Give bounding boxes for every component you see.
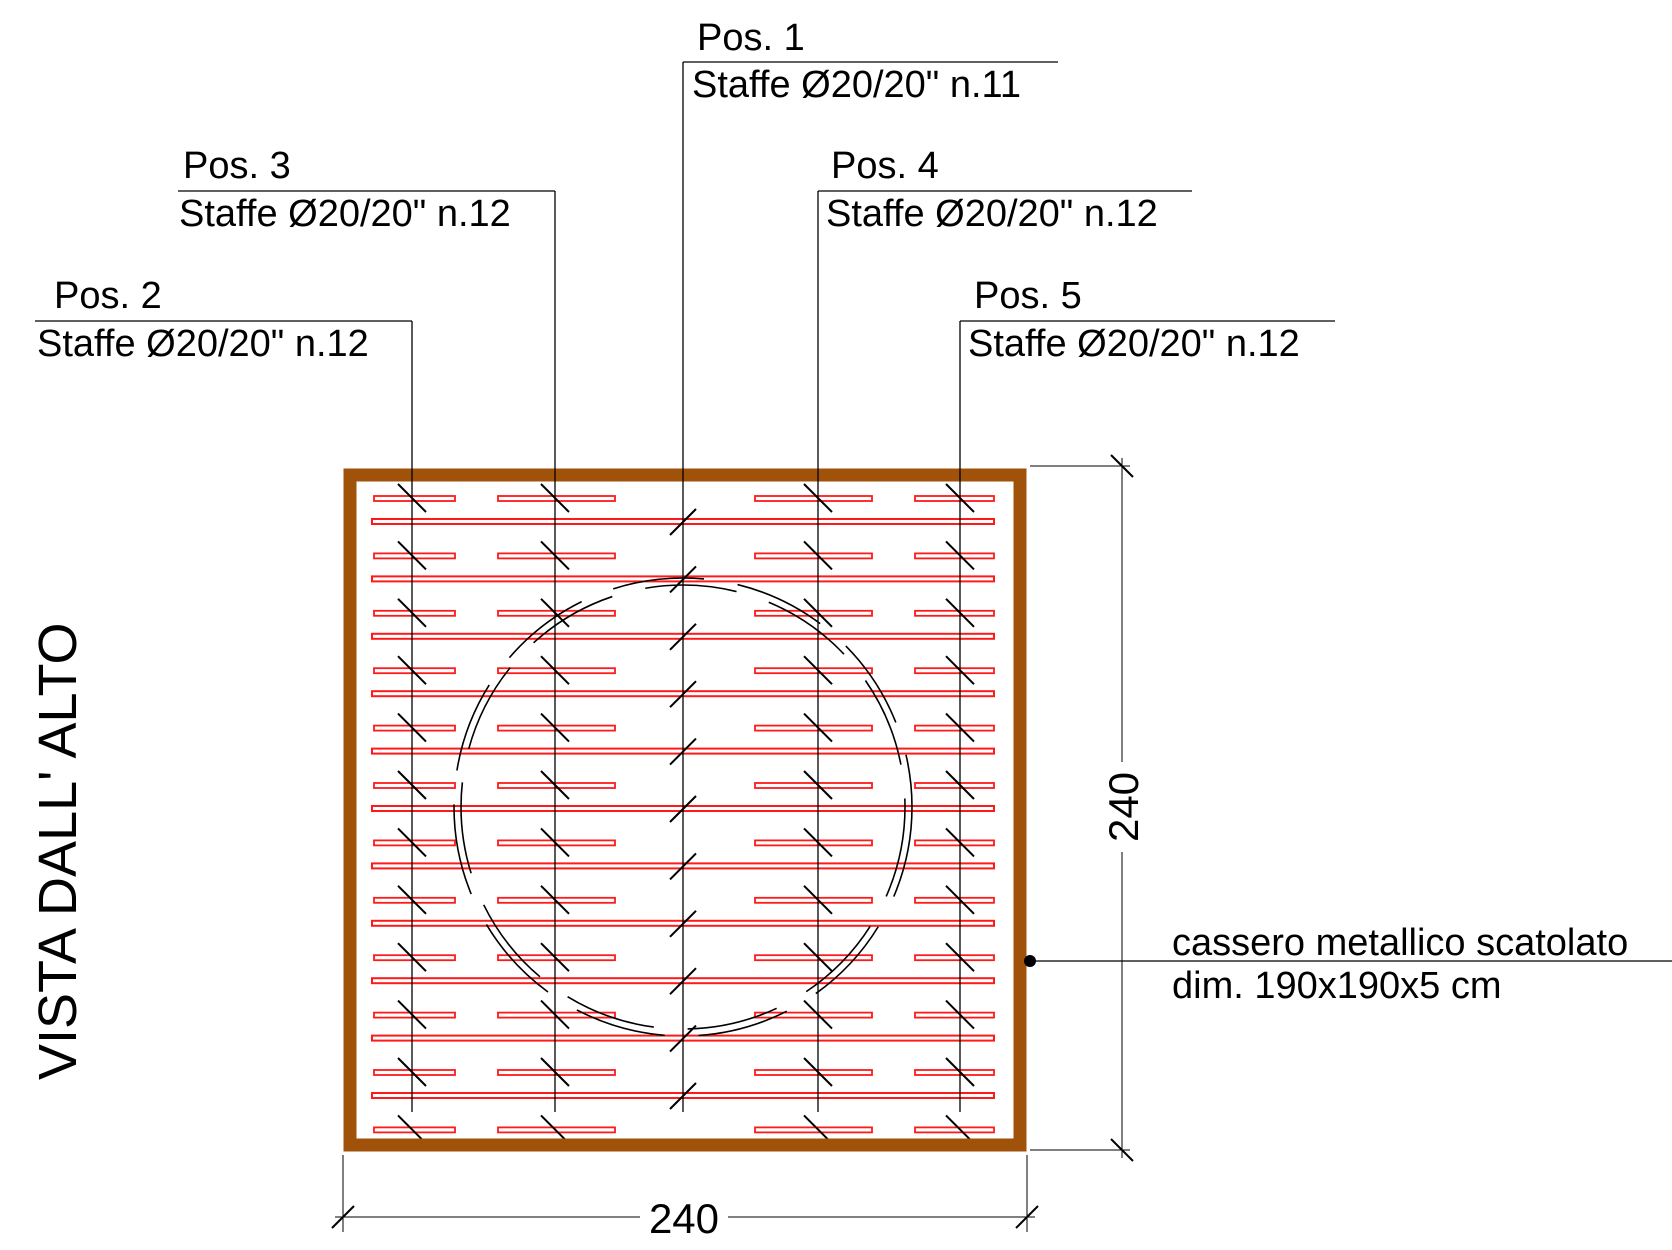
metal-formwork xyxy=(343,468,1027,1152)
pos3-desc: Staffe Ø20/20" n.12 xyxy=(179,193,511,235)
short-bar xyxy=(754,954,873,962)
short-bar xyxy=(914,839,995,847)
height-tick-bottom xyxy=(1110,1138,1134,1162)
short-bar xyxy=(754,667,873,675)
position-labels: Pos. 1 Staffe Ø20/20" n.11 Pos. 2 Staffe… xyxy=(37,17,1300,365)
view-title: VISTA DALL' ALTO xyxy=(28,622,88,1080)
short-bar xyxy=(754,1011,873,1019)
short-bar xyxy=(914,609,995,617)
short-bar xyxy=(914,1126,995,1134)
pos2-label: Pos. 2 xyxy=(54,275,162,317)
short-bar xyxy=(914,1069,995,1076)
pos3-label: Pos. 3 xyxy=(183,145,291,187)
pos4-desc: Staffe Ø20/20" n.12 xyxy=(826,193,1158,235)
short-bar xyxy=(754,724,873,732)
pos2-desc: Staffe Ø20/20" n.12 xyxy=(37,323,369,365)
pos5-label: Pos. 5 xyxy=(974,275,1082,317)
short-bar xyxy=(754,495,873,502)
short-bar xyxy=(754,609,873,617)
width-dim-value: 240 xyxy=(649,1195,719,1242)
short-bar xyxy=(754,1069,873,1076)
pos1-desc: Staffe Ø20/20" n.11 xyxy=(692,64,1021,106)
pos1-label: Pos. 1 xyxy=(697,17,805,59)
pos5-desc: Staffe Ø20/20" n.12 xyxy=(968,323,1300,365)
height-tick-top xyxy=(1110,454,1134,478)
short-bar xyxy=(754,552,873,560)
height-dim-value: 240 xyxy=(1100,772,1147,842)
short-bar xyxy=(754,839,873,847)
short-bar xyxy=(914,495,995,502)
short-bar xyxy=(914,896,995,904)
short-bar xyxy=(914,1011,995,1019)
formwork-note-line2: dim. 190x190x5 cm xyxy=(1172,965,1502,1007)
short-bar xyxy=(754,896,873,904)
position-leaders xyxy=(35,61,1335,1112)
formwork-callout: cassero metallico scatolato dim. 190x190… xyxy=(1024,922,1672,1007)
width-tick-left xyxy=(331,1205,355,1229)
stirrup-markers xyxy=(397,483,975,1145)
width-dimension: 240 xyxy=(331,1155,1039,1242)
short-bar xyxy=(914,724,995,732)
short-bar xyxy=(914,954,995,962)
pos4-label: Pos. 4 xyxy=(831,145,939,187)
formwork-note-line1: cassero metallico scatolato xyxy=(1172,922,1628,964)
short-bar xyxy=(754,1126,873,1134)
short-bar xyxy=(914,782,995,789)
height-dimension: 240 xyxy=(1030,454,1147,1162)
short-bar xyxy=(914,667,995,675)
short-bar xyxy=(754,782,873,789)
short-bar xyxy=(914,552,995,560)
width-tick-right xyxy=(1015,1205,1039,1229)
